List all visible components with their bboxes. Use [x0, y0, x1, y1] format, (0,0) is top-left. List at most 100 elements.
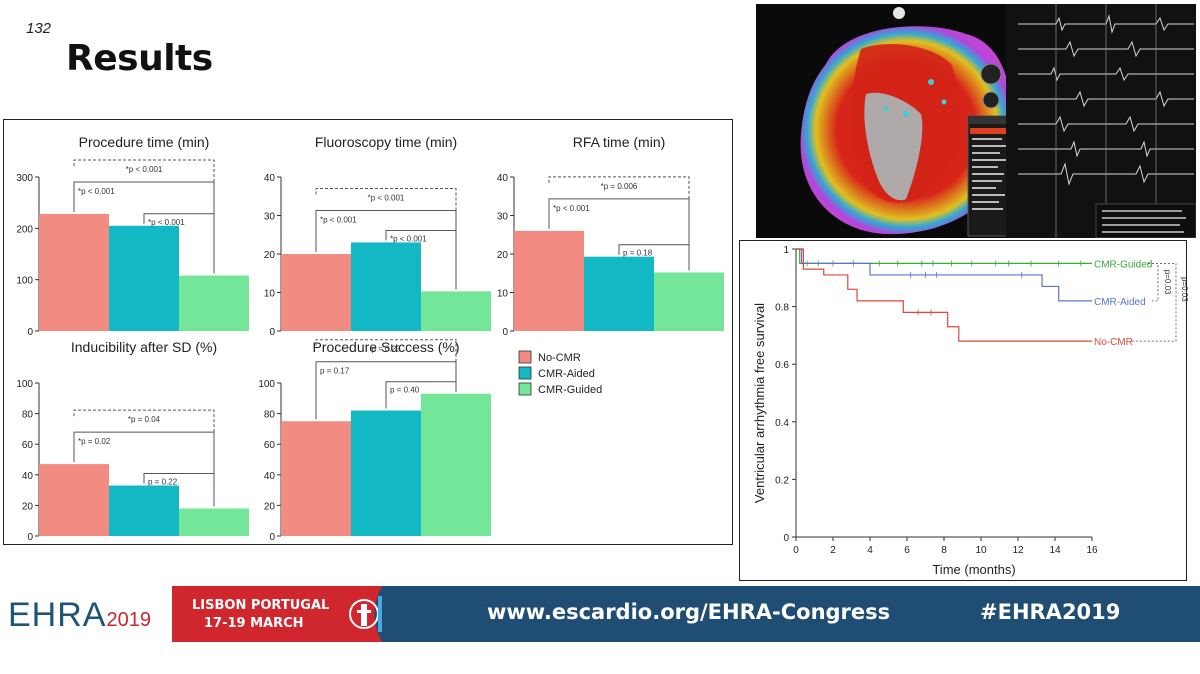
lisbon-dates: 17-19 MARCH [204, 616, 304, 631]
km-x-tick-label: 12 [1012, 545, 1024, 556]
km-bracket-outer [1130, 263, 1177, 342]
congress-url[interactable]: www.escardio.org/EHRA-Congress [487, 600, 891, 624]
bar-cmr-aided [351, 410, 421, 536]
chart-title: Procedure Success (%) [312, 339, 459, 355]
bracket-label: p = 0.40 [390, 386, 420, 395]
electroanatomic-map-image [756, 4, 1196, 238]
bracket-label: *p < 0.001 [368, 193, 405, 202]
chart-legend: No-CMR CMR-Aided CMR-Guided [518, 350, 602, 396]
slide-title: Results [66, 38, 213, 79]
y-tick-label: 200 [16, 224, 33, 235]
y-tick-label: 20 [264, 250, 276, 261]
bracket-label: *p < 0.001 [553, 204, 590, 213]
bracket-label: *p < 0.001 [148, 218, 185, 227]
bar-chart-2: Fluoroscopy time (min) 0 10 20 30 40 *p < 0.00… [264, 134, 491, 338]
bar-cmr-aided [584, 256, 654, 331]
bar-no-cmr [281, 254, 351, 331]
legend-label: No-CMR [538, 352, 581, 364]
y-tick-label: 40 [264, 173, 276, 184]
km-y-tick-label: 0 [783, 533, 789, 544]
km-p-label: p=0.03 [1180, 277, 1188, 302]
km-x-tick-label: 10 [975, 545, 987, 556]
chart-title: Fluoroscopy time (min) [315, 134, 457, 150]
bracket-label: *p < 0.001 [320, 215, 357, 224]
bracket-inner [385, 381, 457, 409]
bracket-inner [143, 473, 215, 507]
electroanatomic-map-graphic [756, 4, 1196, 238]
legend-swatch [518, 366, 532, 380]
bar-charts-panel: Procedure time (min) 0 100 200 300 *p < 0.001… [3, 119, 733, 545]
bar-cmr-aided [109, 485, 179, 536]
bracket-inner [143, 213, 215, 274]
y-tick-label: 0 [269, 532, 275, 543]
y-tick-label: 40 [264, 471, 276, 482]
y-tick-label: 0 [269, 327, 275, 338]
y-tick-label: 0 [502, 327, 508, 338]
bar-cmr-guided [654, 272, 724, 331]
km-x-tick-label: 8 [941, 545, 947, 556]
ehra-logo: EHRA2019 [8, 596, 151, 635]
y-tick-label: 20 [497, 250, 509, 261]
bracket-label: *p < 0.001 [390, 234, 427, 243]
slide-number: 132 [26, 20, 52, 37]
km-x-label: Time (months) [932, 562, 1015, 577]
lisbon-badge: LISBON PORTUGAL 17-19 MARCH [172, 586, 342, 642]
km-y-label: Ventricular arrhythmia free survival [752, 303, 767, 503]
km-series-label: No-CMR [1094, 337, 1133, 348]
bar-cmr-aided [351, 242, 421, 331]
footer-bar: www.escardio.org/EHRA-Congress #EHRA2019 [342, 586, 1200, 642]
bar-no-cmr [281, 421, 351, 536]
bracket-outer [315, 361, 457, 420]
y-tick-label: 10 [264, 289, 276, 300]
y-tick-label: 80 [22, 410, 34, 421]
bar-chart-3: RFA time (min) 0 10 20 30 40 *p = 0.006 *p < 0.… [497, 134, 724, 338]
y-tick-label: 40 [497, 173, 509, 184]
km-series-label: CMR-Aided [1094, 297, 1146, 308]
ehra-year: 2019 [106, 609, 151, 631]
chart-title: Inducibility after SD (%) [71, 339, 217, 355]
y-tick-label: 30 [497, 212, 509, 223]
bar-no-cmr [39, 464, 109, 536]
legend-swatch [518, 382, 532, 396]
bracket-label: p = 0.18 [623, 249, 653, 258]
km-chart-panel: 0 0.2 0.4 0.6 0.8 1 0 2 4 6 8 10 12 14 16 Time (months)… [739, 240, 1188, 581]
bracket-label: p = 0.17 [320, 367, 350, 376]
km-x-tick-label: 14 [1049, 545, 1061, 556]
congress-hashtag: #EHRA2019 [980, 600, 1121, 624]
km-x-tick-label: 2 [830, 545, 836, 556]
chart-title: RFA time (min) [573, 134, 666, 150]
legend-label: CMR-Aided [538, 368, 595, 380]
tower-icon [342, 586, 382, 642]
bracket-label: *p = 0.006 [601, 182, 638, 191]
ehra-brand: EHRA [8, 596, 107, 634]
bar-chart-5: Procedure Success (%) 0 20 40 60 80 100 p = 0.2… [258, 339, 491, 543]
km-y-tick-label: 0.8 [775, 303, 789, 314]
bar-no-cmr [39, 213, 109, 331]
km-x-tick-label: 4 [867, 545, 873, 556]
y-tick-label: 20 [22, 501, 34, 512]
lisbon-city: LISBON PORTUGAL [192, 598, 330, 613]
km-y-tick-label: 0.2 [775, 475, 789, 486]
km-p-label: p=0.03 [1163, 270, 1172, 295]
bracket-dashed [73, 409, 215, 507]
bar-cmr-guided [179, 508, 249, 536]
km-curve-cmr-guided [796, 248, 1092, 264]
y-tick-label: 20 [264, 501, 276, 512]
bar-cmr-guided [421, 291, 491, 331]
y-tick-label: 30 [264, 212, 276, 223]
y-tick-label: 60 [22, 440, 34, 451]
y-tick-label: 40 [22, 471, 34, 482]
legend-swatch [518, 350, 532, 364]
bar-cmr-guided [179, 275, 249, 331]
bracket-label: p = 0.22 [148, 478, 178, 487]
km-curve-cmr-aided [796, 248, 1092, 302]
y-tick-label: 100 [16, 276, 33, 287]
km-x-tick-label: 6 [904, 545, 910, 556]
km-curve-no-cmr [796, 248, 1092, 342]
bracket-label: *p = 0.02 [78, 437, 111, 446]
legend-label: CMR-Guided [538, 384, 602, 396]
bar-no-cmr [514, 230, 584, 331]
km-bracket-inner [1148, 263, 1159, 302]
